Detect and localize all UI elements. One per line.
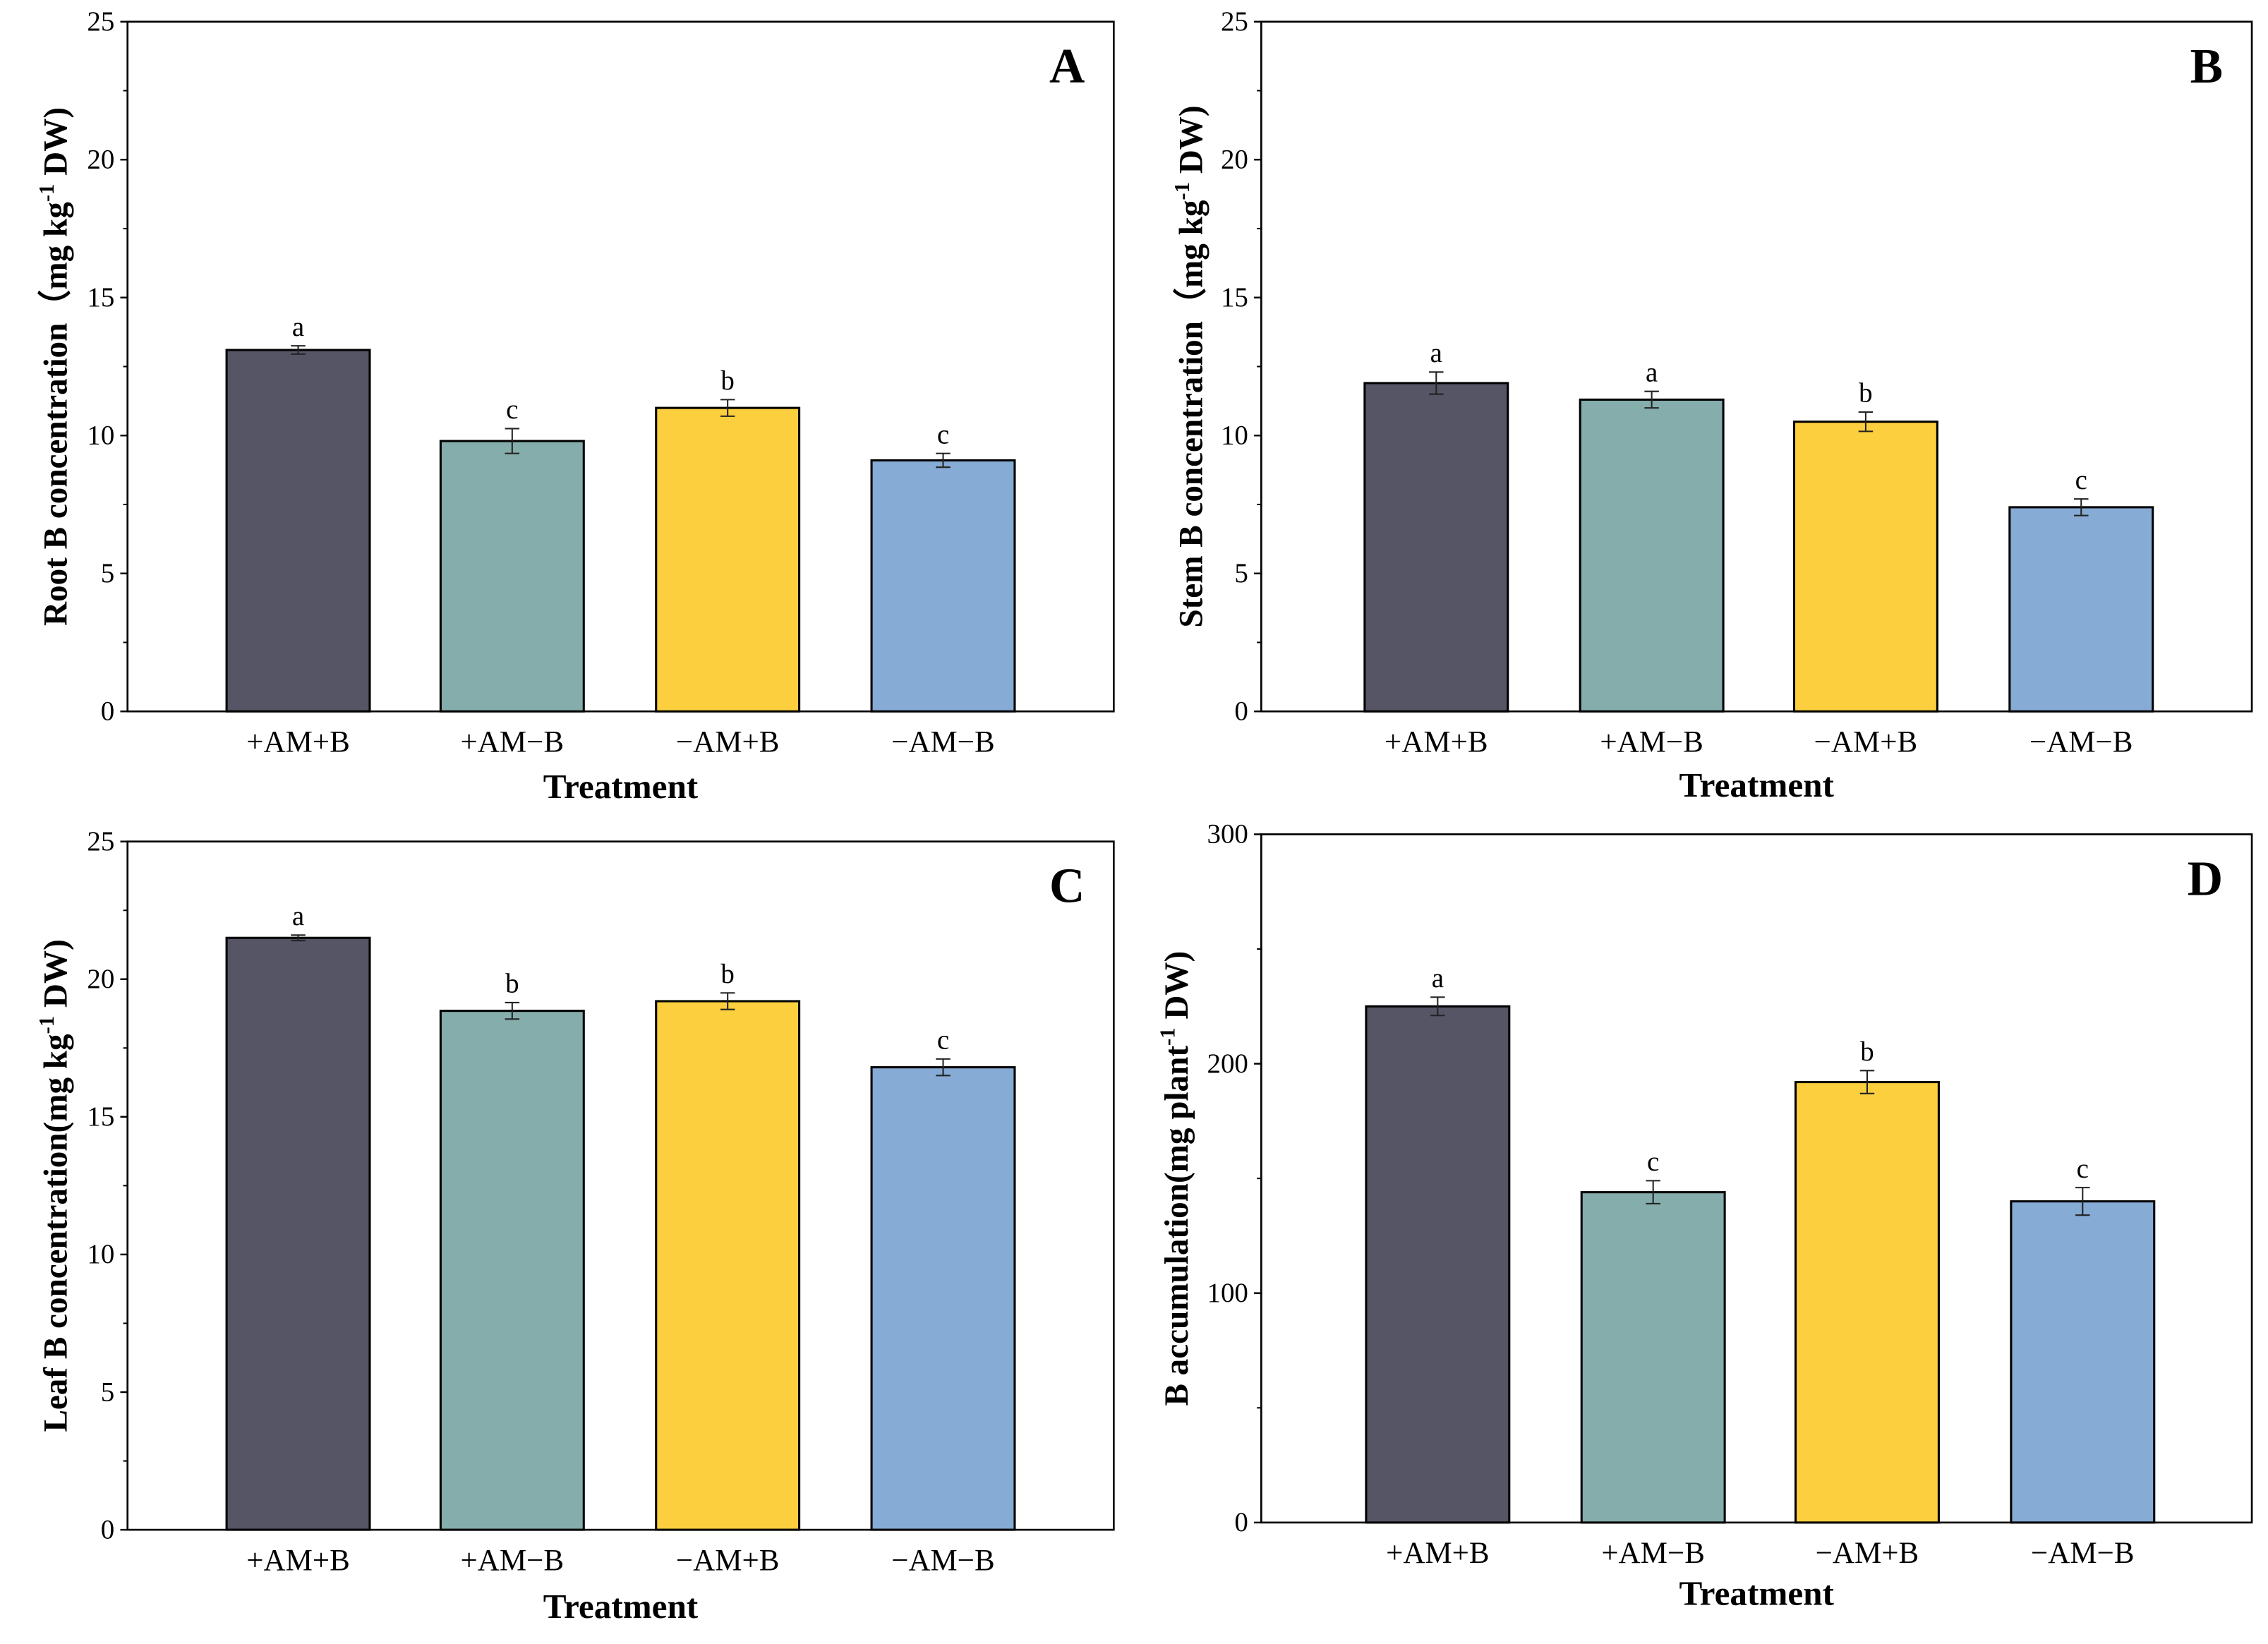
- x-tick-label: +AM−B: [461, 726, 565, 759]
- significance-letter: b: [720, 365, 734, 396]
- y-axis-label-superscript: -1: [1170, 182, 1194, 200]
- x-tick-label: +AM+B: [246, 726, 350, 759]
- x-tick-label: +AM+B: [1386, 1537, 1490, 1570]
- y-tick-label: 20: [87, 964, 114, 994]
- y-axis-label-main: Leaf B concentration(mg kg: [38, 1034, 75, 1432]
- bar-+AM−B: [439, 440, 585, 713]
- y-tick-label: 5: [1234, 558, 1248, 588]
- bar-−AM+B: [655, 406, 801, 713]
- x-tick-label: −AM+B: [1814, 726, 1918, 759]
- significance-letter: a: [1646, 357, 1658, 387]
- panel-B: 0 5 10 15 20 25 a +AM+B a +AM−B b −AM+B c −AM−B Treatm…: [1170, 6, 2253, 804]
- x-tick-label: −AM+B: [676, 1544, 780, 1577]
- bar-−AM+B: [655, 1000, 801, 1531]
- y-tick-label: 100: [1207, 1278, 1248, 1308]
- panel-label: B: [2190, 40, 2223, 94]
- y-tick-label: 25: [1221, 6, 1248, 37]
- x-axis-label: Treatment: [543, 1587, 699, 1626]
- significance-letter: c: [506, 394, 518, 425]
- significance-letter: c: [937, 1025, 949, 1056]
- bar-−AM−B: [2008, 506, 2154, 713]
- significance-letter: a: [1430, 338, 1442, 368]
- y-axis-label-main: Root B concentration（mg kg: [38, 202, 75, 626]
- y-tick-label: 15: [87, 1101, 114, 1132]
- bar-+AM−B: [1580, 1191, 1726, 1524]
- y-tick-label: 10: [87, 1239, 114, 1269]
- panel-D: 0 100 200 300 a +AM+B c +AM−B b −AM+B c −AM−B Treatm…: [1155, 819, 2253, 1613]
- y-axis-label: Root B concentration（mg kg-1 DW): [35, 107, 74, 626]
- significance-letter: c: [1647, 1147, 1659, 1177]
- x-axis-label: Treatment: [543, 767, 699, 806]
- y-axis-label: B accumulation(mg plant-1 DW): [1155, 951, 1195, 1406]
- y-tick-label: 15: [87, 282, 114, 313]
- y-tick-label: 25: [87, 826, 114, 857]
- significance-letter: c: [937, 419, 949, 449]
- panel-A: 0 5 10 15 20 25 a +AM+B c +AM−B b −AM+B c −AM−B Treatm…: [35, 6, 1115, 806]
- bar-−AM−B: [2010, 1200, 2156, 1524]
- y-tick-label: 20: [87, 145, 114, 175]
- x-tick-label: −AM+B: [1816, 1537, 1919, 1570]
- y-axis-label-superscript: -1: [1155, 1027, 1179, 1046]
- x-tick-label: −AM−B: [891, 726, 995, 759]
- y-tick-label: 15: [1221, 282, 1248, 313]
- y-axis-label-main: B accumulation(mg plant: [1159, 1046, 1195, 1406]
- y-axis-label: Stem B concentration（mg kg-1 DW): [1170, 105, 1210, 627]
- y-tick-label: 200: [1207, 1048, 1248, 1079]
- bar-−AM+B: [1794, 1081, 1940, 1524]
- x-tick-label: +AM−B: [1601, 1537, 1705, 1570]
- significance-letter: b: [720, 959, 734, 989]
- x-tick-label: +AM+B: [1385, 726, 1488, 759]
- y-tick-label: 0: [101, 1514, 114, 1545]
- y-axis-label-superscript: -1: [35, 1016, 59, 1034]
- panel-label: A: [1049, 40, 1085, 94]
- y-tick-label: 0: [1234, 1507, 1248, 1537]
- significance-letter: b: [1859, 378, 1872, 409]
- significance-letter: c: [2077, 1154, 2089, 1184]
- x-tick-label: +AM−B: [1600, 726, 1703, 759]
- y-tick-label: 20: [1221, 145, 1248, 175]
- significance-letter: a: [292, 312, 304, 342]
- bar-+AM+B: [1365, 1005, 1511, 1524]
- significance-letter: a: [1432, 963, 1444, 993]
- y-axis-label: Leaf B concentration(mg kg-1 DW): [35, 939, 74, 1432]
- panel-label: C: [1049, 859, 1085, 914]
- bar-+AM+B: [225, 936, 371, 1531]
- significance-letter: a: [292, 901, 304, 931]
- panel-C: 0 5 10 15 20 25 a +AM+B b +AM−B b −AM+B c −AM−B Treatm…: [35, 826, 1115, 1626]
- y-tick-label: 5: [101, 1377, 114, 1407]
- y-tick-label: 10: [87, 421, 114, 451]
- y-axis-label-unit: DW): [1173, 105, 1210, 182]
- bar-+AM−B: [439, 1010, 585, 1531]
- bar-−AM+B: [1792, 421, 1938, 713]
- y-tick-label: 300: [1207, 819, 1248, 850]
- x-tick-label: −AM−B: [891, 1544, 995, 1577]
- y-axis-label-superscript: -1: [35, 184, 59, 203]
- x-axis-label: Treatment: [1679, 1574, 1835, 1613]
- y-tick-label: 10: [1221, 421, 1248, 451]
- x-axis-label: Treatment: [1679, 766, 1835, 804]
- y-axis-label-unit: DW): [38, 939, 75, 1016]
- significance-letter: b: [1860, 1036, 1874, 1067]
- significance-letter: b: [505, 969, 519, 999]
- bar-−AM−B: [870, 459, 1016, 713]
- y-axis-label-unit: DW): [1159, 951, 1195, 1028]
- panel-label: D: [2188, 852, 2223, 906]
- y-tick-label: 0: [101, 696, 114, 727]
- y-axis-label-main: Stem B concentration（mg kg: [1173, 200, 1210, 627]
- y-axis-label-unit: DW): [38, 107, 75, 184]
- x-tick-label: −AM−B: [2029, 726, 2133, 759]
- bar-+AM+B: [1363, 382, 1509, 713]
- bar-+AM−B: [1579, 398, 1725, 713]
- x-tick-label: +AM−B: [461, 1544, 565, 1577]
- x-tick-label: +AM+B: [246, 1544, 350, 1577]
- x-tick-label: −AM−B: [2031, 1537, 2135, 1570]
- bar-−AM−B: [870, 1066, 1016, 1531]
- significance-letter: c: [2075, 465, 2087, 495]
- y-tick-label: 25: [87, 6, 114, 37]
- x-tick-label: −AM+B: [676, 726, 780, 759]
- y-tick-label: 5: [101, 558, 114, 588]
- y-tick-label: 0: [1234, 696, 1248, 727]
- bar-+AM+B: [225, 349, 371, 713]
